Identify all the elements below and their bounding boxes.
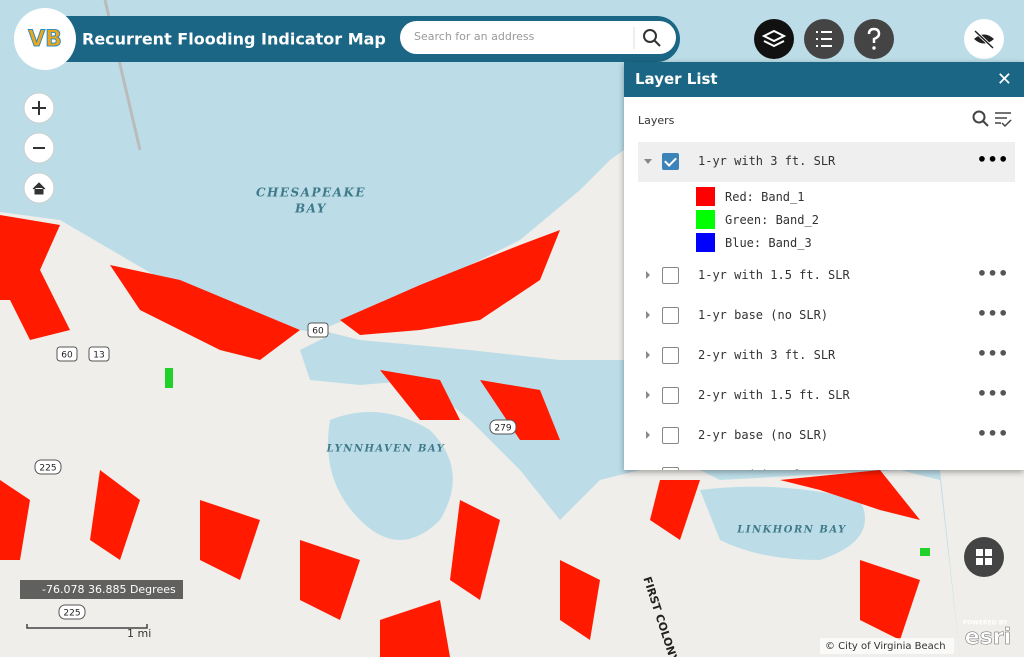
layer-checkbox[interactable] <box>662 467 679 470</box>
logo: VB <box>28 27 62 52</box>
layer-checkbox[interactable] <box>662 307 679 324</box>
legend: Red: Band_1 Green: Band_2 Blue: Band_3 <box>624 182 1024 256</box>
layer-name: 1-yr base (no SLR) <box>698 308 829 322</box>
map-label: CHESAPEAKE <box>256 186 366 200</box>
layer-checkbox[interactable] <box>662 387 679 404</box>
layer-menu[interactable]: ••• <box>977 304 1009 323</box>
layer-name: 2-yr with 1.5 ft. SLR <box>698 388 850 402</box>
layers-icon[interactable] <box>761 29 787 48</box>
layer-menu[interactable]: ••• <box>977 384 1009 403</box>
bay <box>700 486 865 560</box>
legend-icon[interactable] <box>816 31 832 47</box>
coordinate-box <box>20 580 183 599</box>
expand-toggle[interactable] <box>646 271 650 279</box>
layer-menu[interactable]: ••• <box>977 464 1009 470</box>
layers-button[interactable] <box>754 19 794 59</box>
road-shield <box>56 346 78 362</box>
layer-name: 2-yr base (no SLR) <box>698 428 829 442</box>
help-icon[interactable] <box>872 46 876 50</box>
bay <box>328 412 453 540</box>
section-header: Layers <box>624 97 1024 142</box>
map-label: LYNNHAVEN BAY <box>326 444 446 455</box>
road-shield <box>489 419 517 435</box>
road-shield-label: 225 <box>63 609 80 619</box>
layer-name: 1-yr with 3 ft. SLR <box>698 154 836 168</box>
expand-toggle[interactable] <box>644 159 652 164</box>
powered-by: POWERED BY <box>963 620 1008 627</box>
road-shield <box>58 604 86 620</box>
zoom-in-icon[interactable] <box>32 101 46 115</box>
visibility-icon[interactable] <box>974 30 994 49</box>
close-button[interactable]: ✕ <box>996 69 1012 90</box>
home-icon[interactable] <box>32 182 46 195</box>
panel-title: Layer List <box>635 70 718 88</box>
esri-logo: esri <box>965 625 1011 650</box>
layer-name: 1-yr with 1.5 ft. SLR <box>698 268 850 282</box>
flood-areas-green <box>165 368 930 556</box>
flood-areas <box>0 215 920 657</box>
expand-toggle[interactable] <box>646 311 650 319</box>
map-label: LINKHORN BAY <box>736 525 846 536</box>
legend-label: Red: Band_1 <box>725 190 805 204</box>
panel-header: Layer List ✕ <box>624 62 1024 97</box>
layer-name: 2-yr with 3 ft. SLR <box>698 348 836 362</box>
road-shield-label: 60 <box>61 351 73 361</box>
scale-label: 1 mi <box>127 627 151 640</box>
layer-checkbox[interactable] <box>662 267 679 284</box>
layer-checkbox[interactable] <box>662 347 679 364</box>
logo-circle <box>14 8 76 70</box>
layer-row[interactable]: 10-yr with 3 ft. SLR ••• <box>638 456 1015 470</box>
panel-tools[interactable] <box>972 109 1012 129</box>
layer-menu[interactable]: ••• <box>977 264 1009 283</box>
layer-menu[interactable]: ••• <box>977 150 1009 169</box>
layer-row[interactable]: 1-yr with 1.5 ft. SLR ••• <box>638 256 1015 296</box>
expand-toggle[interactable] <box>646 431 650 439</box>
layer-checkbox[interactable] <box>662 153 679 170</box>
help-icon[interactable] <box>867 27 881 43</box>
legend-item: Red: Band_1 <box>696 185 1024 208</box>
search-placeholder[interactable]: Search for an address <box>414 30 535 43</box>
layer-name: 10-yr with 3 ft. SLR <box>698 468 843 470</box>
attribution: © City of Virginia Beach <box>825 641 946 652</box>
legend-swatch <box>696 233 715 252</box>
section-title: Layers <box>638 114 675 127</box>
legend-swatch <box>696 210 715 229</box>
layer-row[interactable]: 1-yr base (no SLR) ••• <box>638 296 1015 336</box>
legend-label: Blue: Band_3 <box>725 236 812 250</box>
expand-toggle[interactable] <box>646 391 650 399</box>
road-shield-label: 13 <box>93 351 104 361</box>
legend-item: Blue: Band_3 <box>696 231 1024 254</box>
basemap-icon[interactable] <box>976 549 992 565</box>
road-shield <box>307 322 329 338</box>
expand-toggle[interactable] <box>646 351 650 359</box>
layer-checkbox[interactable] <box>662 427 679 444</box>
road-shield-label: 225 <box>39 464 56 474</box>
layer-menu[interactable]: ••• <box>977 424 1009 443</box>
basemap-button[interactable] <box>964 537 1004 577</box>
search-icon[interactable] <box>643 29 657 43</box>
app-title: Recurrent Flooding Indicator Map <box>82 30 386 49</box>
legend-swatch <box>696 187 715 206</box>
layer-list-panel: Layer List ✕ Layers 1-yr with 3 ft. SLR •… <box>624 62 1024 470</box>
road-shield-label: 60 <box>312 327 324 337</box>
road-shield <box>34 459 62 475</box>
layer-row[interactable]: 1-yr with 3 ft. SLR ••• <box>638 142 1015 182</box>
search-icon[interactable] <box>653 39 661 47</box>
attribution-box <box>820 638 954 654</box>
layer-rows: 1-yr with 3 ft. SLR ••• Red: Band_1 Green: … <box>624 142 1024 470</box>
map-label: BAY <box>294 202 327 216</box>
road-shield <box>88 346 110 362</box>
legend-item: Green: Band_2 <box>696 208 1024 231</box>
layer-row[interactable]: 2-yr with 1.5 ft. SLR ••• <box>638 376 1015 416</box>
legend-label: Green: Band_2 <box>725 213 819 227</box>
layer-row[interactable]: 2-yr base (no SLR) ••• <box>638 416 1015 456</box>
search-box[interactable] <box>400 21 676 54</box>
layer-row[interactable]: 2-yr with 3 ft. SLR ••• <box>638 336 1015 376</box>
road-shield-label: 279 <box>494 424 511 434</box>
scale-bar <box>26 624 148 629</box>
layer-menu[interactable]: ••• <box>977 344 1009 363</box>
coordinates: -76.078 36.885 Degrees <box>42 583 176 596</box>
